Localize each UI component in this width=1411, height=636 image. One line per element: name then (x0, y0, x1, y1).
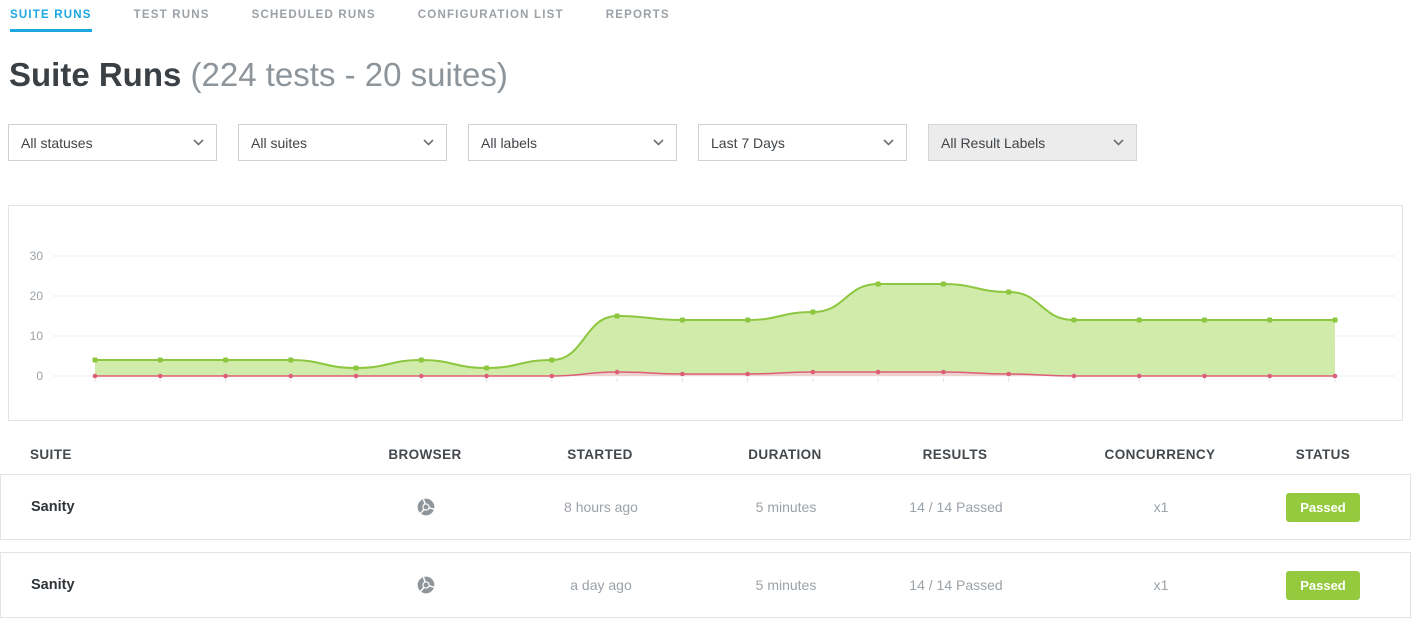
chevron-down-icon (1113, 139, 1124, 146)
chevron-down-icon (193, 139, 204, 146)
filter-suite-select[interactable]: All suites (238, 124, 447, 161)
tab-scheduled-runs[interactable]: SCHEDULED RUNS (251, 9, 376, 21)
status-badge: Passed (1286, 570, 1360, 600)
suite-runs-chart: 0 10 20 30 (30, 249, 1395, 383)
col-header-browser: BROWSER (388, 446, 462, 462)
status-cell: Passed (1281, 492, 1410, 522)
col-header-started: STARTED (567, 446, 633, 462)
table-row[interactable]: Sanity 8 hours ago 5 minutes 14 / 14 Pas… (0, 474, 1411, 540)
page-title: Suite Runs (224 tests - 20 suites) (9, 56, 1411, 94)
page-title-count: (224 tests - 20 suites) (190, 56, 508, 93)
chevron-down-icon (423, 139, 434, 146)
svg-text:0: 0 (36, 369, 43, 383)
tab-configuration-list[interactable]: CONFIGURATION LIST (417, 9, 564, 21)
results-cell: 14 / 14 Passed (909, 577, 1003, 593)
filter-status-select[interactable]: All statuses (8, 124, 217, 161)
chart-panel: 0 10 20 30 (8, 205, 1403, 421)
chrome-browser-icon (417, 576, 435, 594)
col-header-duration: DURATION (748, 446, 822, 462)
svg-text:10: 10 (30, 329, 44, 343)
filter-status-value: All statuses (21, 134, 93, 151)
svg-text:30: 30 (30, 249, 44, 263)
results-cell: 14 / 14 Passed (909, 499, 1003, 515)
table-row[interactable]: Sanity a day ago 5 minutes 14 / 14 Passe… (0, 552, 1411, 618)
tab-test-runs[interactable]: TEST RUNS (133, 9, 210, 21)
col-header-status: STATUS (1295, 446, 1351, 462)
filter-label-value: All labels (481, 134, 538, 151)
browser-cell (351, 575, 501, 595)
filter-result-labels-select[interactable]: All Result Labels (928, 124, 1137, 161)
chevron-down-icon (883, 139, 894, 146)
col-header-suite: SUITE (30, 446, 72, 462)
duration-cell: 5 minutes (755, 577, 817, 593)
suite-name: Sanity (31, 577, 75, 593)
col-header-results: RESULTS (922, 446, 988, 462)
browser-cell (351, 497, 501, 517)
tab-suite-runs[interactable]: SUITE RUNS (10, 9, 92, 32)
chrome-browser-icon (417, 498, 435, 516)
chevron-down-icon (653, 139, 664, 146)
started-cell: a day ago (570, 577, 632, 593)
page-title-main: Suite Runs (9, 56, 182, 93)
tab-reports[interactable]: REPORTS (605, 9, 670, 21)
filter-label-select[interactable]: All labels (468, 124, 677, 161)
duration-cell: 5 minutes (755, 499, 817, 515)
filter-date-range-value: Last 7 Days (711, 134, 785, 151)
started-cell: 8 hours ago (564, 499, 638, 515)
suite-runs-table: SUITE BROWSER STARTED DURATION RESULTS C… (0, 434, 1411, 618)
filter-bar: All statuses All suites All labels Last … (8, 124, 1411, 161)
status-badge: Passed (1286, 492, 1360, 522)
table-header-row: SUITE BROWSER STARTED DURATION RESULTS C… (0, 434, 1411, 474)
svg-text:20: 20 (30, 289, 44, 303)
filter-result-labels-value: All Result Labels (941, 134, 1046, 151)
concurrency-cell: x1 (1153, 499, 1169, 515)
col-header-concurrency: CONCURRENCY (1104, 446, 1216, 462)
top-nav: SUITE RUNS TEST RUNS SCHEDULED RUNS CONF… (0, 0, 1411, 32)
suite-name: Sanity (31, 499, 75, 515)
concurrency-cell: x1 (1153, 577, 1169, 593)
status-cell: Passed (1281, 570, 1410, 600)
filter-date-range-select[interactable]: Last 7 Days (698, 124, 907, 161)
filter-suite-value: All suites (251, 134, 308, 151)
